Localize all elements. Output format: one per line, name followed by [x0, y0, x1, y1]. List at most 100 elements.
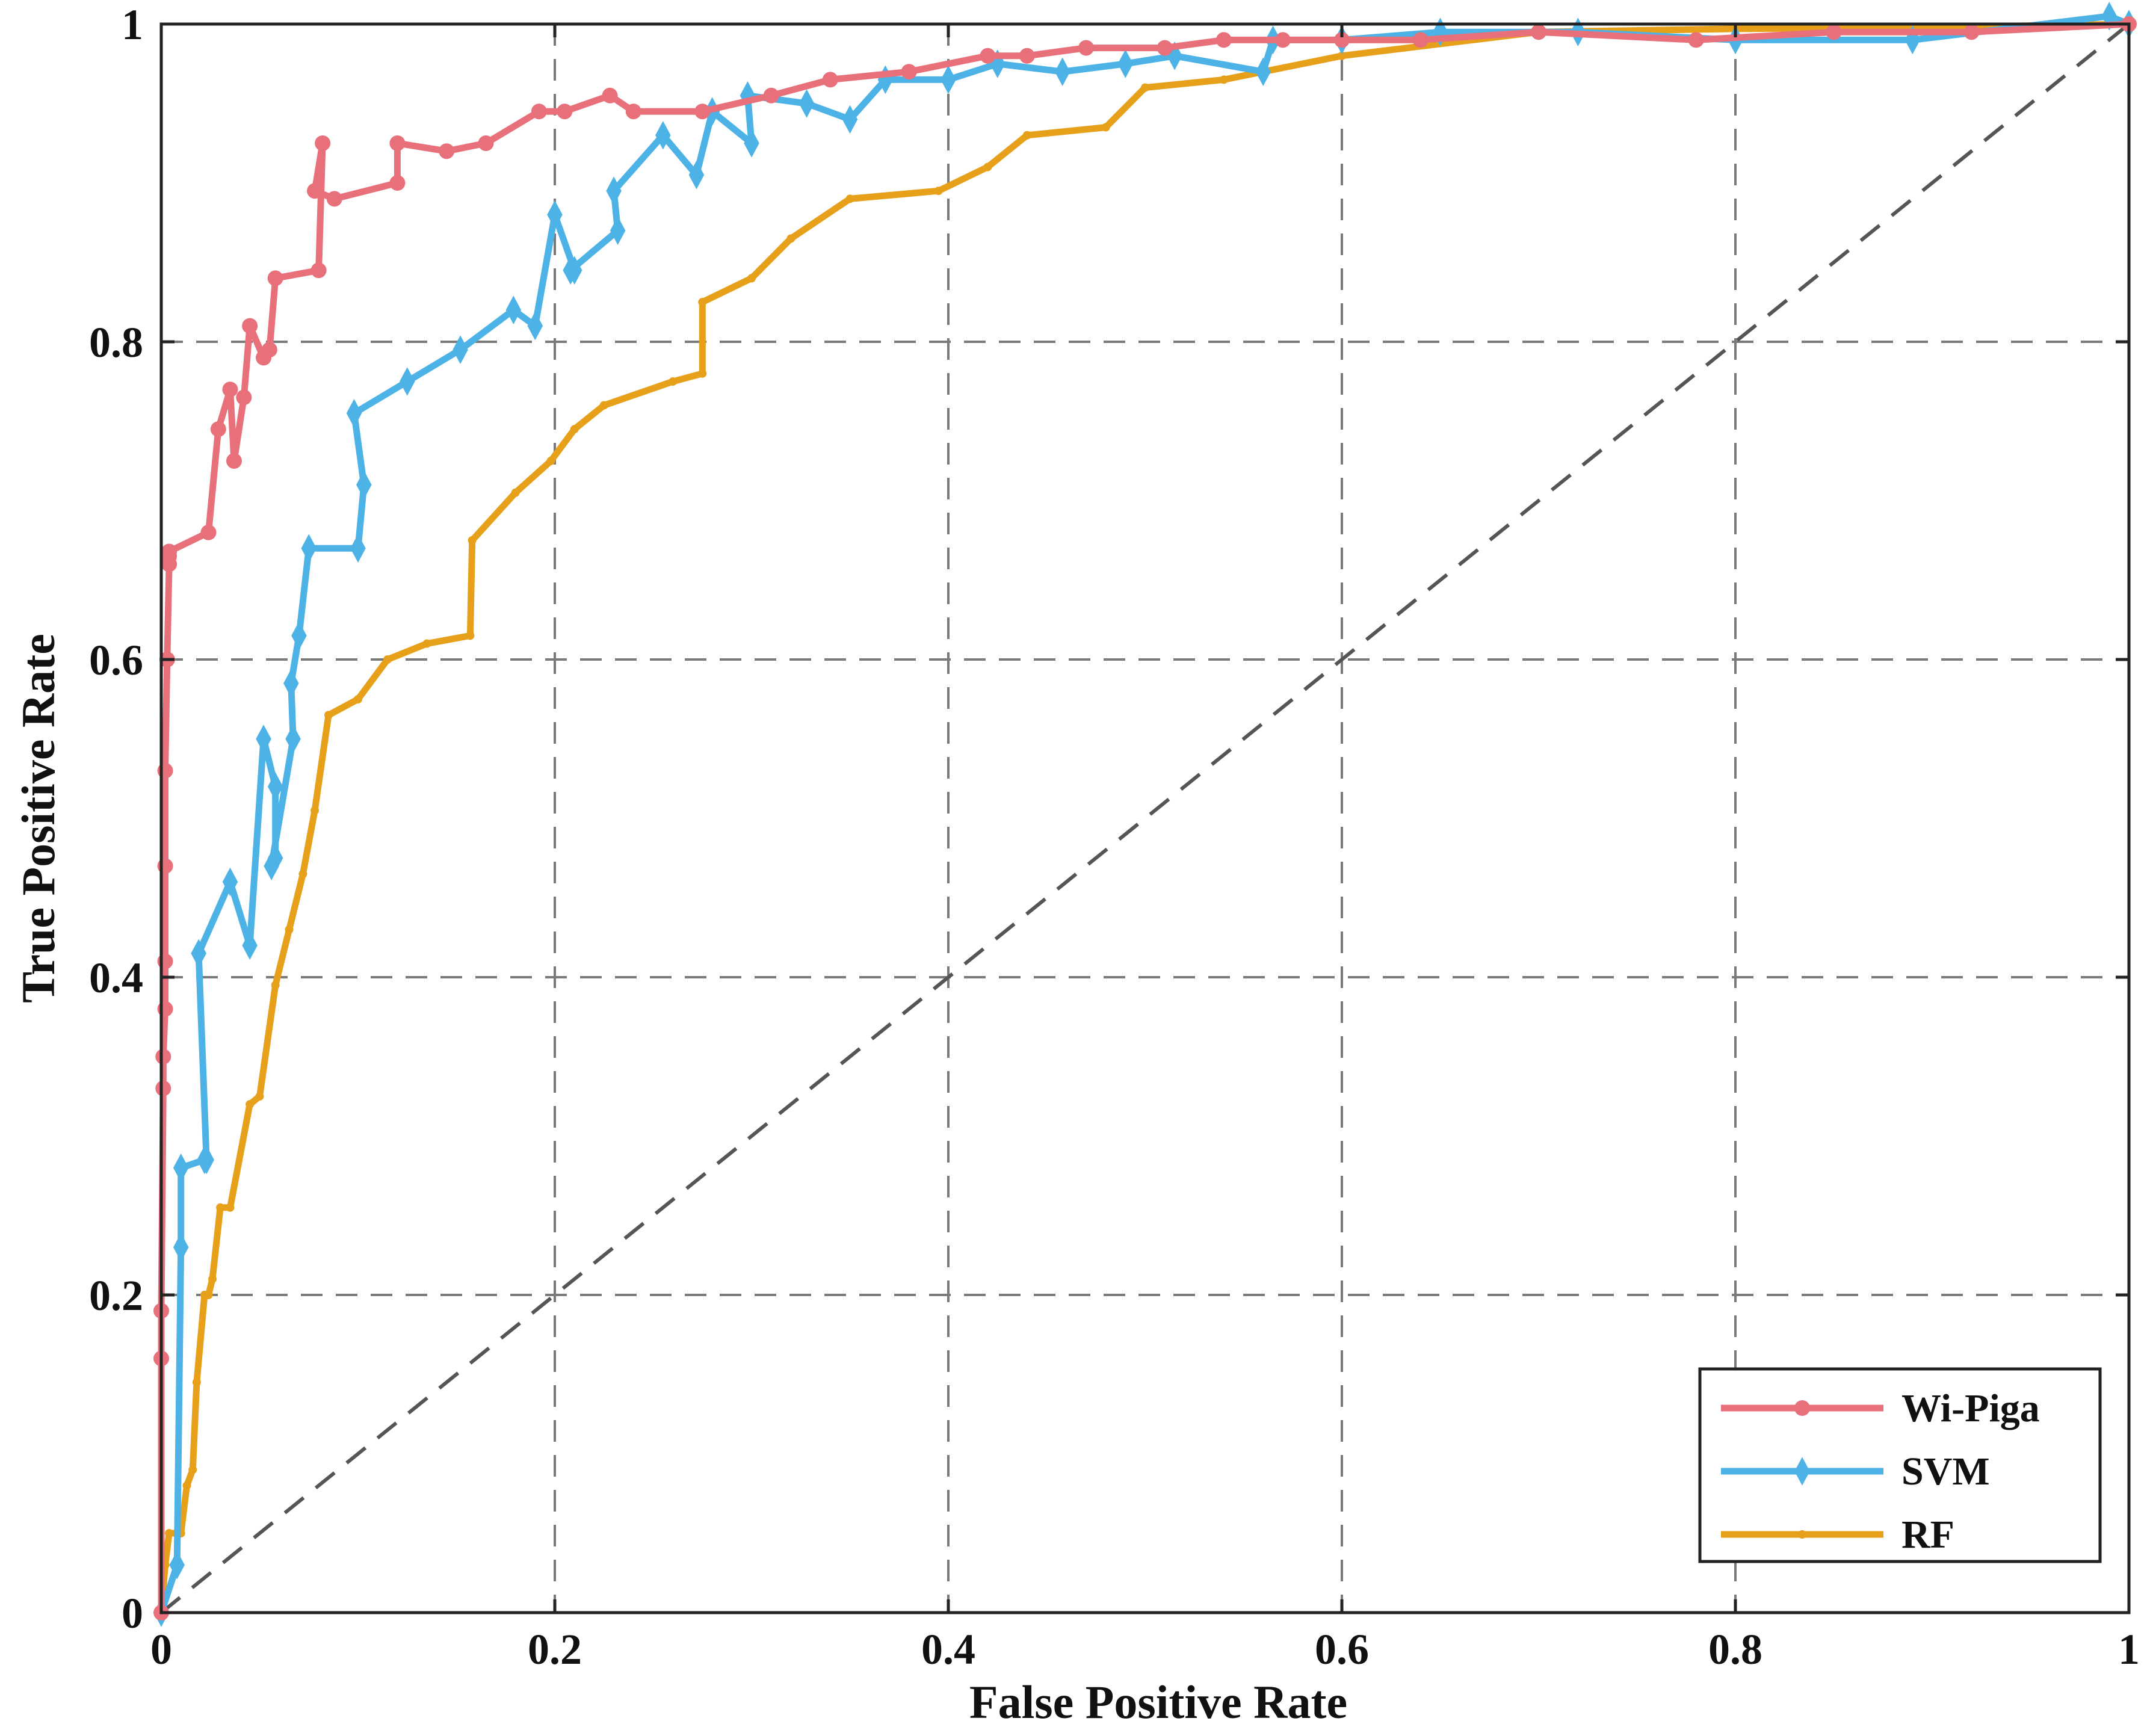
svm-point — [941, 65, 956, 94]
wi-piga-point — [1334, 32, 1350, 48]
wi-piga-point — [763, 87, 779, 103]
y-tick-label: 1 — [122, 1, 143, 49]
rf-point — [182, 1481, 191, 1490]
legend-label-svm: SVM — [1901, 1450, 1990, 1494]
y-tick-label: 0.4 — [89, 954, 143, 1002]
wi-piga-point — [157, 1001, 173, 1017]
rf-point — [383, 655, 392, 664]
series-svm — [153, 2, 2137, 1627]
svm-point — [1117, 49, 1134, 78]
wi-piga-point — [155, 1049, 171, 1064]
legend-item-svm: SVM — [1721, 1450, 1990, 1494]
svm-point — [283, 669, 299, 698]
x-tick-label: 0.6 — [1315, 1625, 1369, 1673]
y-tick-label: 0.2 — [89, 1271, 143, 1320]
legend-label-rf: RF — [1901, 1513, 1954, 1557]
svm-point — [222, 867, 238, 897]
ticks: 0 0.2 0.4 0.6 0.8 1 0 0.2 0.4 0.6 0.8 1 — [89, 1, 2140, 1673]
wi-piga-point — [261, 342, 277, 358]
y-axis-title: True Positive Rate — [12, 634, 64, 1003]
rf-point — [255, 1092, 264, 1101]
chance-line — [160, 22, 2130, 1614]
svm-point — [173, 1233, 189, 1262]
svm-point — [256, 724, 271, 753]
wi-piga-point — [1963, 24, 1980, 40]
rf-point — [511, 488, 520, 497]
rf-point — [747, 274, 756, 283]
rf-point — [271, 981, 280, 990]
wi-piga-point — [1078, 40, 1094, 56]
svm-point — [191, 939, 206, 968]
series-wi-piga — [153, 16, 2137, 1620]
svm-point — [350, 534, 366, 563]
rf-point — [1101, 123, 1110, 132]
rf-point — [246, 1100, 255, 1109]
rf-point — [698, 298, 707, 306]
rf-point — [934, 187, 943, 196]
rf-point — [324, 711, 333, 720]
rf-point — [298, 870, 307, 879]
legend-wi-piga-point — [1794, 1400, 1810, 1416]
rf-point — [216, 1203, 225, 1212]
wi-piga-point — [1274, 32, 1291, 48]
x-tick-label: 1 — [2118, 1625, 2140, 1673]
rf-point — [204, 1291, 213, 1299]
svm-point — [744, 129, 759, 158]
y-tick-label: 0 — [122, 1589, 143, 1637]
wi-piga-point — [157, 953, 173, 969]
svm-point — [242, 931, 258, 960]
rf-point — [208, 1274, 217, 1283]
svm-point — [606, 176, 622, 205]
wi-piga-point — [1688, 32, 1704, 48]
svm-point — [301, 534, 317, 563]
wi-piga-point — [236, 389, 252, 406]
rf-point — [669, 377, 678, 386]
wi-piga-point — [226, 453, 242, 469]
wi-piga-point — [155, 1080, 171, 1096]
wi-piga-point — [267, 270, 283, 286]
rf-point — [285, 925, 294, 934]
rf-point — [786, 234, 795, 243]
legend-box — [1698, 1367, 2102, 1563]
rf-point — [354, 695, 362, 703]
rf-point — [226, 1203, 235, 1212]
wi-piga-point — [315, 135, 331, 151]
wi-piga-point — [389, 175, 406, 191]
wi-piga-point — [557, 103, 573, 120]
rf-point — [845, 194, 854, 203]
svm-point — [563, 256, 578, 285]
svm-point — [453, 335, 468, 364]
wi-piga-point — [1216, 32, 1232, 48]
svm-point — [610, 216, 626, 245]
rf-point — [188, 1465, 197, 1474]
rf-point — [570, 425, 579, 434]
wi-piga-point — [602, 87, 618, 103]
legend-rf-point — [1798, 1530, 1806, 1539]
rf-point — [192, 1378, 201, 1387]
wi-piga-point — [439, 143, 455, 159]
svm-point — [842, 105, 858, 134]
wi-piga-point — [310, 262, 327, 279]
plot-frame — [159, 22, 2131, 1614]
wi-piga-point — [200, 524, 217, 540]
y-tick-label: 0.8 — [89, 318, 143, 366]
svm-point — [1255, 57, 1271, 86]
wi-piga-point — [161, 543, 178, 560]
svm-point — [169, 1551, 185, 1580]
svm-point — [291, 621, 307, 650]
x-tick-label: 0.2 — [528, 1625, 582, 1673]
x-tick-label: 0.4 — [921, 1625, 975, 1673]
rf-point — [546, 457, 555, 465]
svm-point — [799, 89, 815, 118]
wi-piga-point — [901, 64, 917, 80]
wi-piga-point — [694, 103, 711, 120]
y-tick-label: 0.6 — [89, 636, 143, 684]
svm-point — [346, 399, 362, 428]
svm-point — [1054, 57, 1070, 86]
svm-point — [267, 772, 283, 801]
svm-point — [505, 295, 522, 324]
chance-diagonal — [160, 22, 2130, 1614]
rf-point — [1022, 131, 1031, 140]
wi-piga-point — [1412, 32, 1429, 48]
